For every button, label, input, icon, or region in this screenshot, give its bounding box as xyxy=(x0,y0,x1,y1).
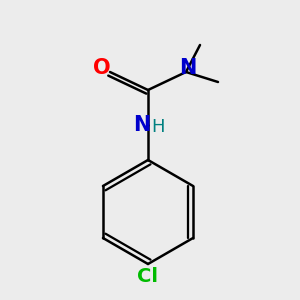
Text: N: N xyxy=(133,115,151,135)
Text: O: O xyxy=(93,58,111,78)
Text: H: H xyxy=(151,118,165,136)
Text: N: N xyxy=(179,58,197,78)
Text: Cl: Cl xyxy=(137,266,158,286)
